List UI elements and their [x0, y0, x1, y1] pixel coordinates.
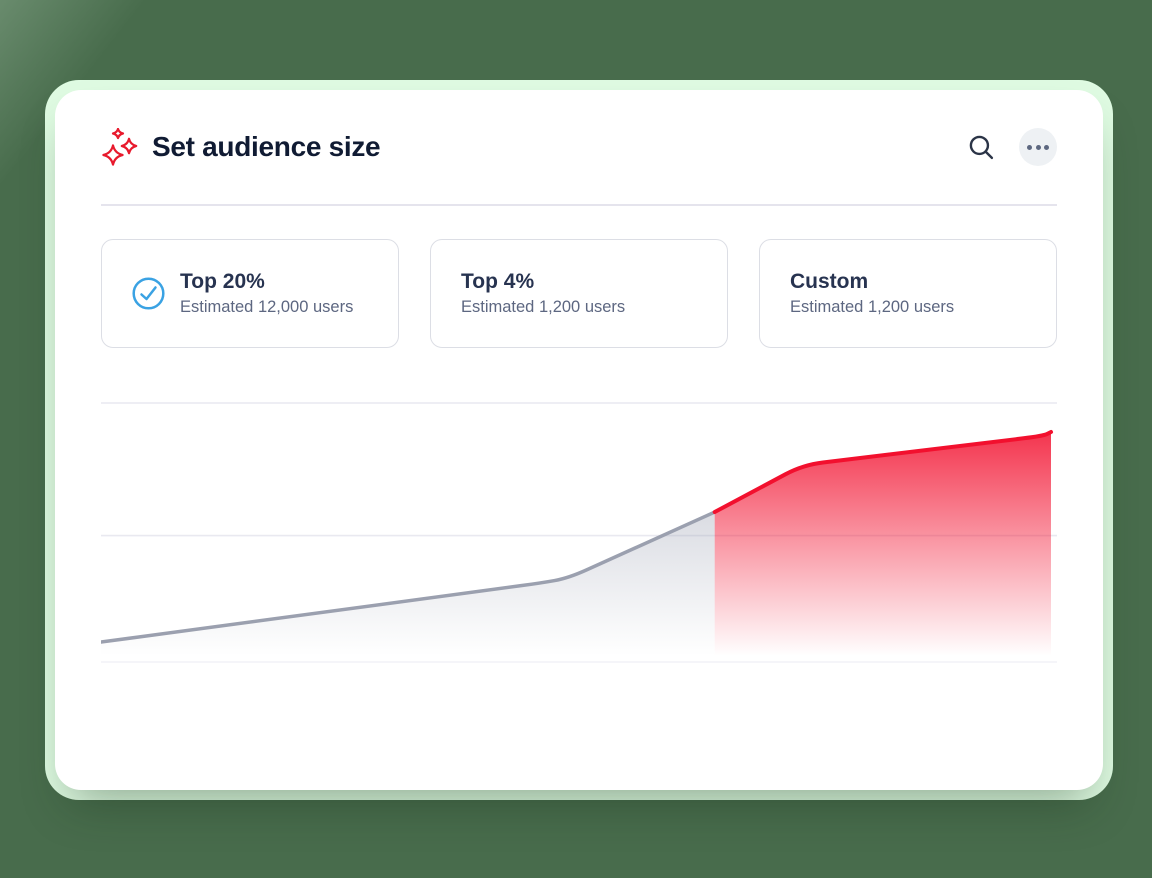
selected-check-icon — [132, 277, 165, 310]
option-top-20[interactable]: Top 20% Estimated 12,000 users — [101, 239, 399, 348]
option-label: Top 4% — [461, 269, 535, 293]
more-options-button[interactable] — [1019, 128, 1057, 166]
ellipsis-icon — [1027, 144, 1032, 150]
option-estimate: Estimated 1,200 users — [790, 297, 955, 316]
option-label: Custom — [790, 269, 869, 293]
option-estimate: Estimated 1,200 users — [461, 297, 626, 316]
header-title-group: Set audience size — [101, 128, 381, 166]
search-icon — [969, 135, 993, 159]
option-label: Top 20% — [180, 269, 265, 293]
option-top-4[interactable]: Top 4% Estimated 1,200 users — [430, 239, 728, 348]
card-halo: Set audience size — [45, 80, 1113, 800]
option-custom[interactable]: Custom Estimated 1,200 users — [759, 239, 1057, 348]
panel-header: Set audience size — [101, 90, 1057, 204]
option-text: Top 20% Estimated 12,000 users — [180, 270, 353, 318]
audience-reach-chart — [101, 400, 1057, 666]
header-divider — [101, 204, 1057, 206]
ellipsis-icon — [1044, 144, 1049, 150]
page-title: Set audience size — [152, 131, 381, 162]
audience-panel: Set audience size — [55, 90, 1103, 790]
audience-options: Top 20% Estimated 12,000 users Top 4% Es… — [101, 239, 1057, 348]
header-actions — [967, 128, 1057, 166]
sparkles-icon — [102, 128, 138, 166]
search-button[interactable] — [967, 133, 995, 161]
area-chart-svg — [101, 402, 1057, 663]
option-text: Custom Estimated 1,200 users — [790, 270, 954, 318]
option-estimate: Estimated 12,000 users — [180, 297, 354, 316]
option-text: Top 4% Estimated 1,200 users — [461, 270, 625, 318]
ellipsis-icon — [1035, 144, 1041, 150]
